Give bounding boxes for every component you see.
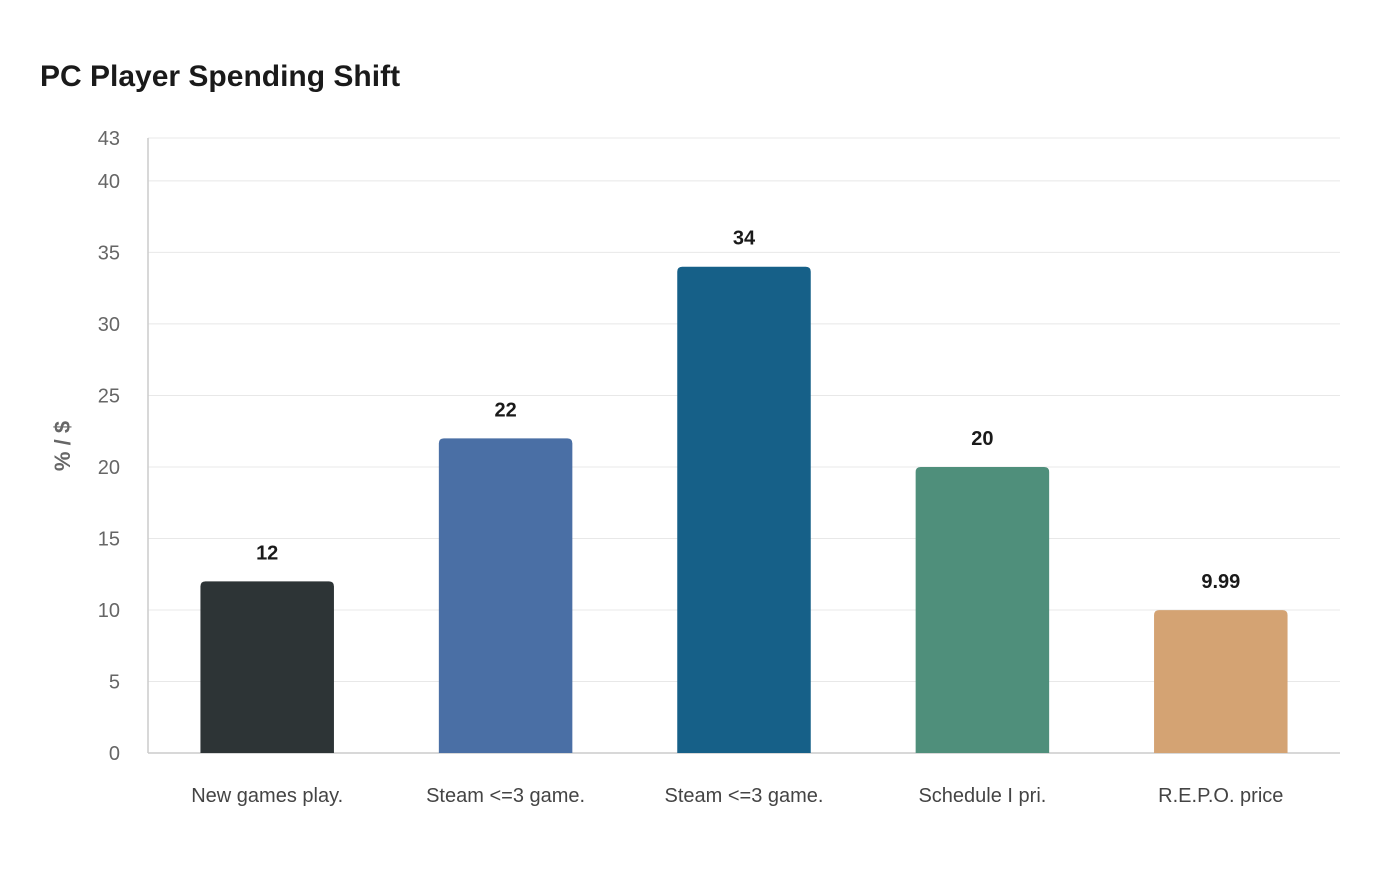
x-tick-label: New games play. [191, 785, 343, 807]
chart-title: PC Player Spending Shift [40, 60, 401, 93]
bar-value-label: 12 [256, 542, 278, 564]
y-tick-label: 20 [98, 457, 120, 479]
bar[interactable] [915, 466, 1050, 753]
y-tick-label: 25 [98, 385, 120, 407]
bar-layer [200, 266, 1288, 753]
bar[interactable] [438, 438, 573, 753]
y-tick-label: 35 [98, 242, 120, 264]
y-tick-label: 43 [98, 128, 120, 150]
x-tick-label: R.E.P.O. price [1158, 785, 1283, 807]
y-tick-label: 30 [98, 314, 120, 336]
label-layer: 0 5 10 15 20 25 30 35 40 43 12 New games play. 22 Ste… [98, 128, 1284, 807]
x-tick-label: Schedule I pri. [918, 785, 1046, 807]
bar-value-label: 22 [494, 399, 516, 421]
bar[interactable] [677, 266, 811, 753]
y-tick-label: 0 [109, 743, 120, 765]
y-tick-label: 40 [98, 171, 120, 193]
y-tick-label: 15 [98, 528, 120, 550]
y-tick-label: 5 [109, 671, 120, 693]
bar-value-label: 34 [733, 228, 756, 250]
bar[interactable] [1154, 610, 1288, 753]
x-tick-label: Steam <=3 game. [665, 785, 824, 807]
x-tick-label: Steam <=3 game. [426, 785, 585, 807]
bar-value-label: 9.99 [1201, 571, 1240, 593]
bar[interactable] [200, 581, 334, 753]
y-tick-label: 10 [98, 600, 120, 622]
y-axis-label: % / $ [50, 421, 75, 471]
bar-value-label: 20 [971, 428, 993, 450]
